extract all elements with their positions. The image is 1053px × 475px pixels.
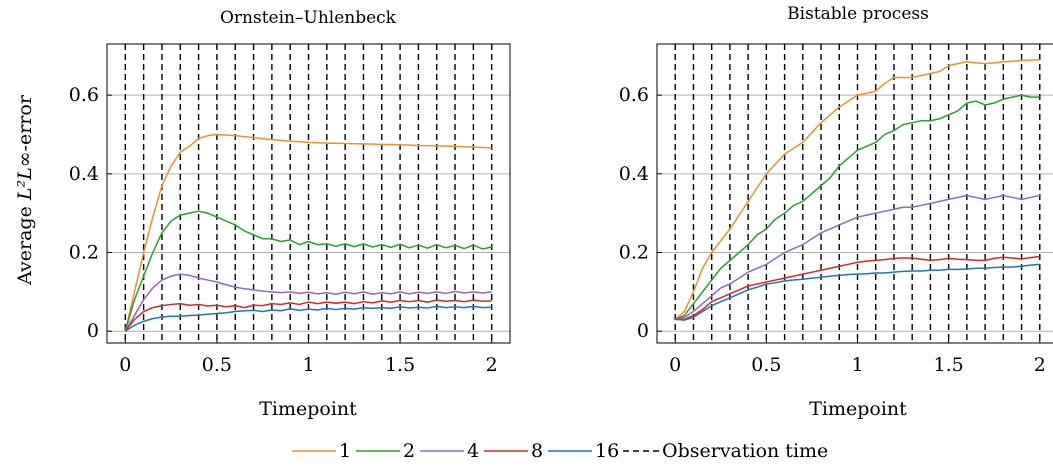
- panel-bistable: Bistable process 0 0.5 1 1.5 2 0 0.2 0.4 0.6 Tim…: [619, 4, 1053, 420]
- series-line-8: [124, 299, 492, 332]
- x-axis-label-bistable: Timepoint: [809, 398, 907, 420]
- series-line-1: [124, 133, 492, 332]
- y-axis-label-prefix: Average: [14, 200, 36, 286]
- x-axis-label-ou: Timepoint: [259, 398, 357, 420]
- series-line-16: [675, 263, 1040, 321]
- panel-ou: Ornstein–Uhlenbeck 0 0.5 1 1.5 2 0 0.2 0.4 0.6 T…: [14, 8, 511, 420]
- x-tick-label: 1.5: [385, 354, 415, 376]
- x-tick-label: 1: [851, 354, 863, 376]
- y-axis-label-ou: Average L²L∞-error: [14, 94, 36, 286]
- y-tick-label: 0: [637, 320, 649, 342]
- x-tick-label: 0: [669, 354, 681, 376]
- axes-frame-bistable: [656, 43, 1053, 344]
- series-line-2: [124, 210, 492, 332]
- y-tick-label: 0.4: [69, 163, 99, 185]
- series-line-8: [675, 255, 1040, 321]
- series-line-4: [124, 273, 492, 332]
- y-axis-label-suffix: -error: [14, 94, 36, 151]
- y-tick-label: 0.6: [619, 84, 649, 106]
- y-axis-label-math: L²L∞: [14, 151, 36, 201]
- plot-area-bistable: 0 0.5 1 1.5 2 0 0.2 0.4 0.6: [619, 43, 1053, 376]
- series-line-4: [675, 194, 1040, 321]
- series-line-16: [124, 305, 492, 332]
- chart-title-ou: Ornstein–Uhlenbeck: [220, 8, 397, 28]
- plot-area-ou: 0 0.5 1 1.5 2 0 0.2 0.4 0.6: [69, 43, 511, 376]
- x-tick-label: 2: [1034, 354, 1046, 376]
- y-tick-label: 0: [87, 320, 99, 342]
- series-line-1: [674, 58, 1040, 320]
- legend-label-16: 16: [595, 440, 619, 462]
- x-tick-label: 0.5: [202, 354, 232, 376]
- legend: 1 2 4 8 16 Observation time: [292, 440, 828, 462]
- y-tick-label: 0.4: [619, 163, 649, 185]
- chart-title-bistable: Bistable process: [787, 4, 929, 24]
- legend-label-4: 4: [467, 440, 479, 462]
- y-tick-label: 0.2: [619, 242, 649, 264]
- legend-label-2: 2: [403, 440, 415, 462]
- x-tick-label: 0: [119, 354, 131, 376]
- x-tick-label: 1: [302, 354, 314, 376]
- x-tick-label: 2: [486, 354, 498, 376]
- y-tick-label: 0.2: [69, 242, 99, 264]
- legend-label-8: 8: [531, 440, 543, 462]
- series-line-2: [674, 94, 1040, 321]
- x-tick-label: 0.5: [751, 354, 781, 376]
- legend-label-1: 1: [339, 440, 351, 462]
- legend-label-observation-time: Observation time: [662, 440, 828, 462]
- y-tick-label: 0.6: [69, 84, 99, 106]
- x-tick-label: 1.5: [934, 354, 964, 376]
